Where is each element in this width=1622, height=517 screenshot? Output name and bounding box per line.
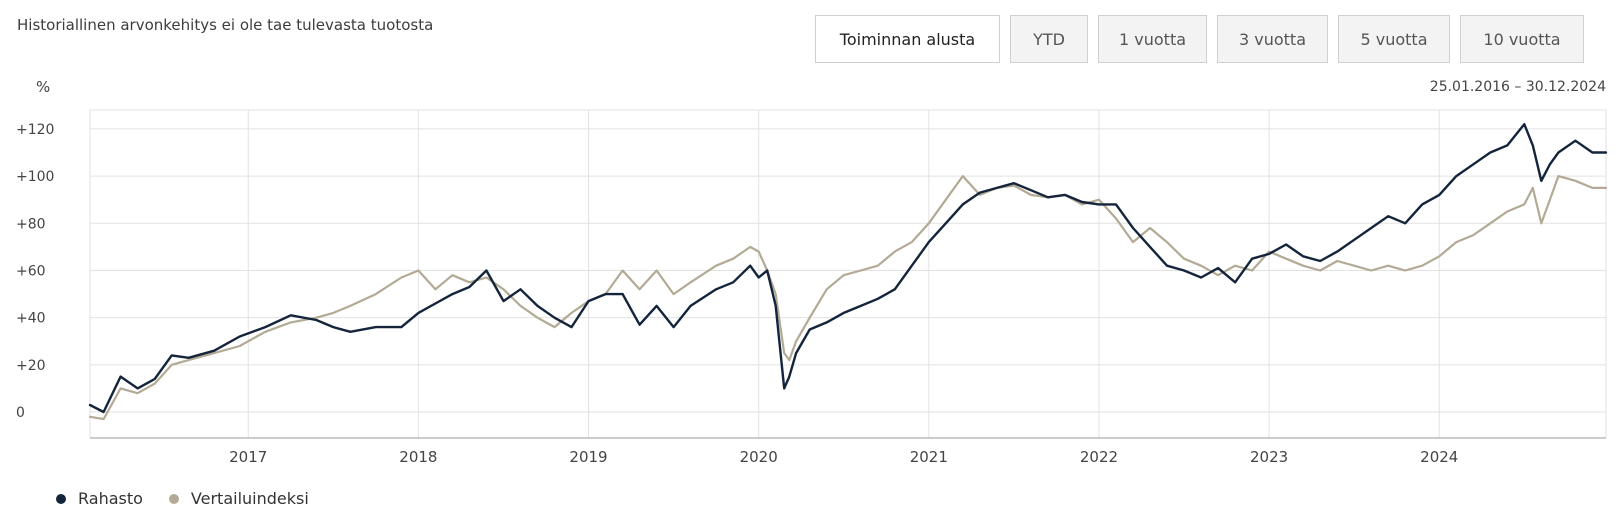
y-tick-label: +100 <box>16 169 54 185</box>
series-line-fund <box>88 123 1608 414</box>
y-tick-label: +80 <box>16 216 46 232</box>
legend-label-fund: Rahasto <box>78 489 143 508</box>
y-tick-label: +20 <box>16 358 46 374</box>
range-button-1-year[interactable]: 1 vuotta <box>1098 15 1207 63</box>
time-range-selector: Toiminnan alusta YTD 1 vuotta 3 vuotta 5… <box>815 15 1584 63</box>
y-tick-label: +60 <box>16 263 46 279</box>
chart-legend: Rahasto Vertailuindeksi <box>56 489 335 508</box>
series-line-benchmark <box>88 175 1608 421</box>
range-button-since-inception[interactable]: Toiminnan alusta <box>815 15 1000 63</box>
date-range-label: 25.01.2016 – 30.12.2024 <box>1429 79 1606 95</box>
legend-swatch-fund <box>56 493 66 504</box>
x-tick-label: 2023 <box>1250 448 1288 466</box>
x-tick-label: 2024 <box>1420 448 1458 466</box>
range-button-5-years[interactable]: 5 vuotta <box>1338 15 1450 63</box>
y-tick-label: 0 <box>16 405 25 421</box>
performance-disclaimer: Historiallinen arvonkehitys ei ole tae t… <box>17 16 434 34</box>
x-tick-label: 2021 <box>910 448 948 466</box>
range-button-10-years[interactable]: 10 vuotta <box>1460 15 1584 63</box>
x-tick-label: 2018 <box>399 448 437 466</box>
y-axis-unit-label: % <box>36 78 51 96</box>
range-button-3-years[interactable]: 3 vuotta <box>1217 15 1328 63</box>
x-tick-label: 2022 <box>1080 448 1118 466</box>
x-tick-label: 2020 <box>740 448 778 466</box>
y-tick-label: +120 <box>16 122 54 138</box>
legend-item-fund: Rahasto <box>56 489 143 508</box>
legend-item-benchmark: Vertailuindeksi <box>168 489 309 508</box>
legend-swatch-benchmark <box>168 493 179 504</box>
legend-label-benchmark: Vertailuindeksi <box>190 489 309 508</box>
y-tick-label: +40 <box>16 311 46 327</box>
x-tick-label: 2017 <box>229 448 267 466</box>
range-button-ytd[interactable]: YTD <box>1010 15 1088 63</box>
x-tick-label: 2019 <box>569 448 607 466</box>
